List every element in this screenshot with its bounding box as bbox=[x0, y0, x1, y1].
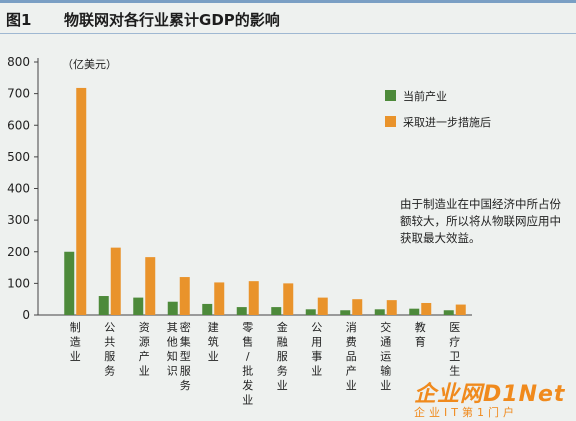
y-tick-label: 400 bbox=[7, 182, 30, 196]
bar-future bbox=[110, 247, 121, 315]
annotation-note: 由于制造业在中国经济中所占份额较大，所以将从物联网应用中获取最大效益。 bbox=[400, 197, 561, 245]
bar-current bbox=[98, 296, 109, 315]
y-tick-label: 600 bbox=[7, 118, 30, 132]
bar-current bbox=[340, 310, 351, 315]
watermark-subtitle: 企业IT第1门户 bbox=[414, 406, 518, 419]
legend-swatch bbox=[385, 90, 396, 101]
watermark-logo: 企业网D1Net 企业IT第1门户 bbox=[410, 376, 576, 421]
bar-current bbox=[443, 310, 454, 315]
y-tick-label: 800 bbox=[7, 55, 30, 69]
x-tick-label: 其他知识 bbox=[167, 321, 178, 378]
y-tick-label: 200 bbox=[7, 245, 30, 259]
x-tick-label: 零售/批发业 bbox=[242, 321, 253, 407]
x-tick-label: 交通运输业 bbox=[380, 320, 391, 392]
x-tick-label: 密集型服务 bbox=[180, 320, 191, 392]
bar-current bbox=[133, 297, 144, 315]
x-tick-label: 金融服务业 bbox=[277, 320, 288, 392]
x-tick-label: 消费品产业 bbox=[346, 320, 357, 392]
x-tick-label: 资源产业 bbox=[139, 321, 150, 378]
watermark-main: 企业网D1Net bbox=[414, 382, 566, 407]
bar-future bbox=[455, 304, 466, 315]
bar-current bbox=[271, 307, 282, 315]
bar-current bbox=[64, 251, 75, 315]
bar-future bbox=[317, 297, 328, 315]
bar-future bbox=[421, 302, 432, 315]
figure-title: 物联网对各行业累计GDP的影响 bbox=[64, 11, 280, 29]
legend-label: 采取进一步措施后 bbox=[403, 115, 491, 129]
x-tick-label: 建筑业 bbox=[208, 320, 219, 363]
bar-future bbox=[386, 300, 397, 315]
x-tick-label: 制造业 bbox=[70, 321, 81, 363]
bar-future bbox=[283, 283, 294, 315]
figure-header: 图1 物联网对各行业累计GDP的影响 bbox=[0, 0, 576, 34]
x-tick-label: 医疗卫生 bbox=[449, 321, 460, 378]
y-tick-label: 300 bbox=[7, 213, 30, 227]
x-tick-label: 教育 bbox=[415, 321, 426, 349]
figure-label: 图1 bbox=[6, 11, 32, 29]
bar-current bbox=[202, 303, 213, 315]
y-tick-label: 0 bbox=[22, 308, 30, 322]
y-tick-label: 700 bbox=[7, 87, 30, 101]
bar-current bbox=[236, 307, 247, 315]
y-tick-label: 100 bbox=[7, 276, 30, 290]
legend-swatch bbox=[385, 116, 396, 127]
bar-current bbox=[167, 301, 178, 315]
bar-future bbox=[76, 87, 87, 315]
bar-current bbox=[409, 308, 420, 315]
bar-current bbox=[374, 309, 385, 315]
bar-chart: 0 100 200 300 400 500 600 700 800 （亿美元） 制造业 公共服务 资源产… bbox=[7, 55, 491, 407]
legend-label: 当前产业 bbox=[403, 89, 447, 103]
bar-current bbox=[305, 309, 316, 315]
bar-future bbox=[352, 299, 363, 315]
bar-future bbox=[145, 257, 156, 315]
bar-future bbox=[248, 281, 259, 315]
bar-future bbox=[179, 277, 190, 315]
x-tick-label: 公共服务 bbox=[104, 321, 115, 378]
y-tick-label: 500 bbox=[7, 150, 30, 164]
unit-label: （亿美元） bbox=[62, 58, 117, 71]
x-tick-label: 公用事业 bbox=[311, 321, 322, 378]
bar-future bbox=[214, 282, 225, 315]
